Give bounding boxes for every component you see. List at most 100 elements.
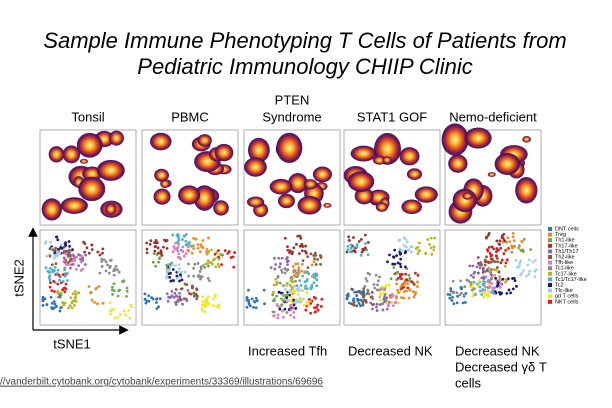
tsne-dot — [531, 260, 535, 264]
tsne-dot — [262, 288, 266, 292]
tsne-dot — [64, 282, 68, 286]
tsne-dot — [307, 272, 311, 276]
density-blob — [41, 198, 62, 221]
tsne-dot — [280, 268, 283, 272]
tsne-dot — [171, 250, 175, 254]
tsne-dot — [69, 257, 73, 261]
tsne-dot — [210, 248, 213, 252]
tsne-dot — [310, 275, 314, 278]
tsne-dot — [75, 268, 78, 271]
tsne-dot — [68, 250, 72, 253]
tsne-dot — [499, 282, 503, 286]
tsne-dot — [179, 257, 182, 261]
tsne-dot — [174, 303, 178, 306]
density-blob — [105, 203, 117, 215]
tsne-dot — [281, 315, 285, 319]
tsne-dot — [128, 316, 132, 320]
tsne-dot — [56, 282, 60, 286]
tsne-dot — [295, 271, 298, 275]
tsne-dot — [295, 284, 299, 288]
tsne-dot — [517, 246, 520, 250]
tsne-dot — [93, 301, 96, 304]
density-blob — [154, 168, 170, 182]
tsne-dot — [482, 279, 485, 283]
tsne-dot — [178, 279, 181, 283]
tsne-dot — [275, 294, 278, 298]
tsne-dot — [112, 273, 116, 277]
density-blob — [462, 192, 473, 200]
density-blob — [515, 177, 538, 204]
tsne-dot — [479, 261, 483, 264]
tsne-dot — [452, 302, 456, 306]
tsne-dot — [272, 290, 275, 294]
tsne-dot — [284, 284, 287, 287]
tsne-dot — [62, 256, 66, 260]
tsne-dot — [355, 245, 359, 249]
density-blob — [214, 143, 234, 162]
tsne-dot — [378, 293, 382, 297]
tsne-dot — [472, 292, 475, 295]
tsne-dot — [165, 266, 169, 270]
tsne-dot — [125, 286, 129, 290]
tsne-dot — [69, 296, 73, 300]
tsne-dot — [194, 237, 198, 241]
tsne-dot — [303, 270, 306, 274]
tsne-dot — [201, 300, 205, 304]
tsne-dot — [362, 287, 366, 291]
tsne-dot — [313, 257, 316, 261]
tsne-dot — [149, 239, 153, 243]
tsne-dot — [505, 240, 508, 244]
tsne-dot — [294, 307, 298, 310]
tsne-dot — [104, 269, 108, 273]
tsne-dot — [58, 295, 62, 299]
tsne-dot — [292, 246, 296, 250]
legend-label: Tc1-like — [555, 266, 574, 272]
tsne-dot — [199, 265, 203, 269]
tsne-dot — [165, 269, 169, 273]
tsne-dot — [449, 287, 452, 290]
tsne-dot — [49, 295, 53, 299]
legend-swatch — [548, 271, 552, 276]
tsne-dot — [281, 309, 284, 313]
tsne-dot — [285, 296, 288, 300]
tsne-dot — [71, 263, 74, 267]
tsne-dot — [181, 302, 184, 306]
density-blob — [487, 172, 496, 177]
tsne-dot — [405, 240, 409, 244]
tsne-dot — [449, 289, 453, 293]
tsne-dot — [203, 299, 207, 303]
tsne-dot — [298, 279, 302, 283]
tsne-dot — [486, 233, 490, 237]
tsne-dot — [56, 289, 60, 293]
tsne-dot — [513, 244, 516, 248]
tsne-dot — [361, 303, 365, 307]
tsne-dot — [47, 271, 51, 274]
tsne-dot — [377, 288, 381, 292]
tsne-dot — [192, 266, 195, 270]
tsne-dot — [186, 289, 190, 292]
density-blob — [276, 132, 303, 164]
tsne-dot — [67, 261, 70, 264]
tsne-dot — [283, 267, 287, 271]
tsne-dot — [468, 264, 472, 268]
tsne-dot — [68, 266, 72, 270]
source-link[interactable]: //vanderbilt.cytobank.org/cytobank/exper… — [0, 377, 323, 388]
density-blob — [347, 171, 375, 192]
tsne-dot — [171, 268, 175, 271]
tsne-dot — [183, 270, 187, 274]
tsne-dot — [184, 252, 188, 256]
tsne-dot — [112, 269, 116, 273]
tsne-dot — [276, 274, 280, 278]
tsne-dot — [488, 279, 492, 283]
legend-swatch — [548, 266, 552, 271]
tsne-dot — [67, 240, 71, 243]
tsne-dot — [63, 274, 67, 278]
tsne-dot — [468, 285, 472, 288]
tsne-dot — [487, 245, 491, 249]
tsne-dot — [367, 292, 371, 296]
tsne-dot — [498, 275, 501, 278]
tsne-dot — [450, 298, 454, 302]
y-axis-label: tSNE2 — [11, 259, 26, 297]
tsne-dot — [196, 294, 199, 298]
tsne-dot — [387, 283, 391, 287]
